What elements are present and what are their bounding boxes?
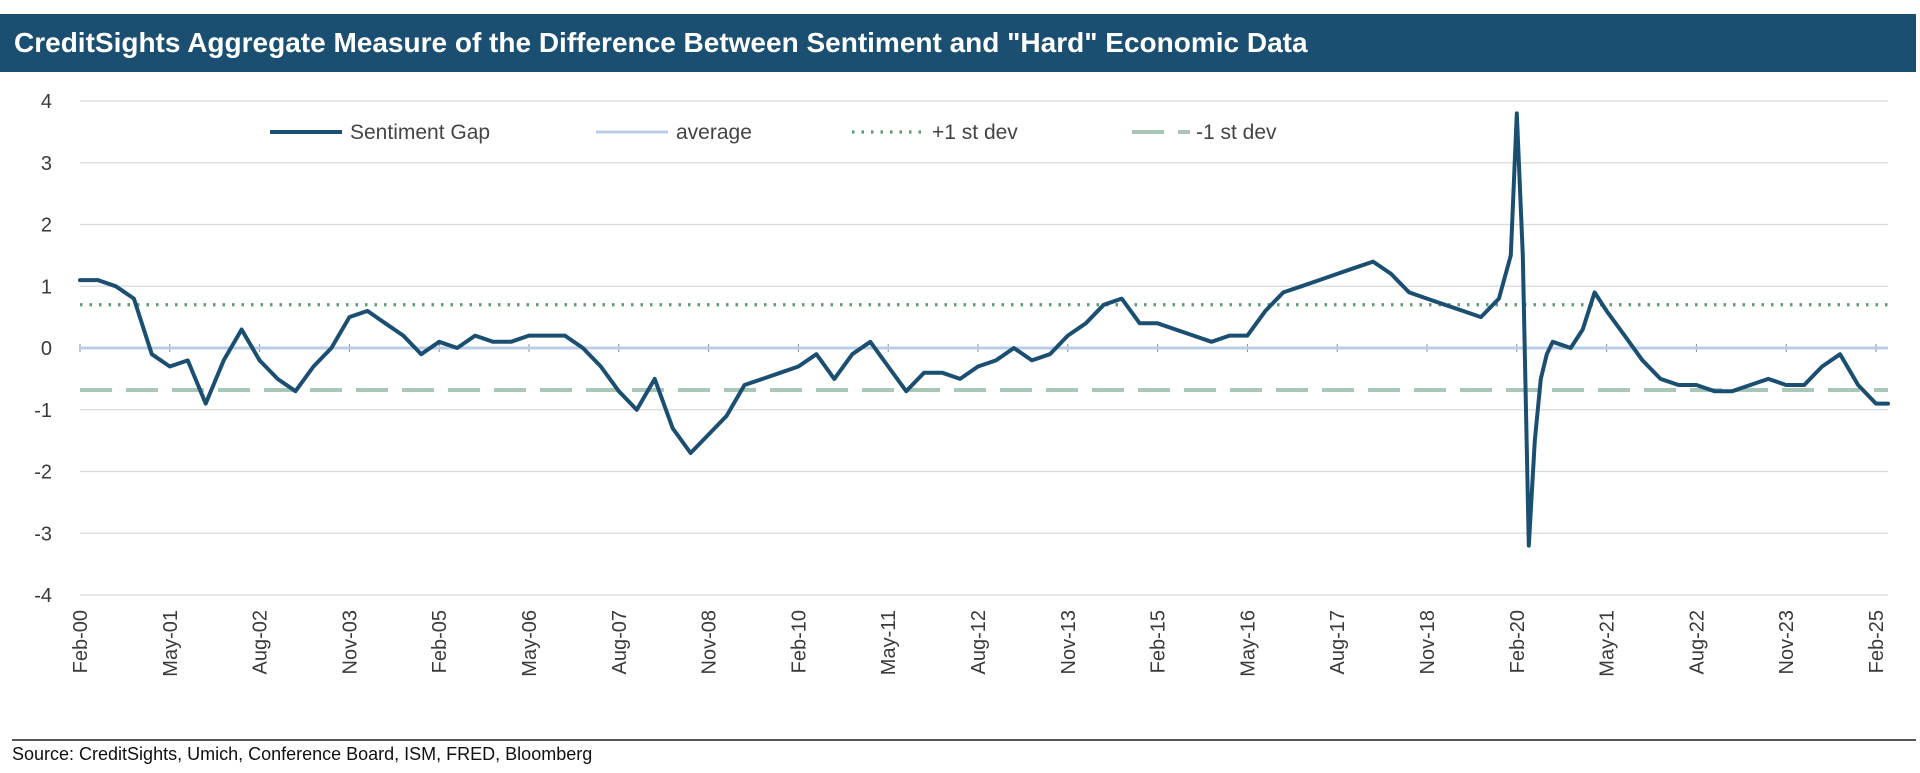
x-tick-label: Nov-18 <box>1417 610 1439 674</box>
x-tick-label: Nov-08 <box>699 610 721 674</box>
legend-label-0: Sentiment Gap <box>350 121 490 144</box>
x-tick-label: Aug-17 <box>1327 610 1349 675</box>
x-tick-label: May-11 <box>878 610 900 675</box>
x-tick-label: Aug-02 <box>250 610 272 675</box>
source-divider <box>12 739 1916 741</box>
x-tick-label: May-21 <box>1597 610 1619 677</box>
x-tick-label: Feb-00 <box>70 610 92 673</box>
grid-lines <box>80 100 1888 596</box>
x-tick-label: May-06 <box>519 610 541 677</box>
x-tick-label: Aug-22 <box>1686 610 1708 675</box>
y-tick-label: 3 <box>41 153 52 175</box>
y-tick-label: 0 <box>41 338 52 360</box>
legend-label-1: average <box>676 121 752 144</box>
x-tick-label: May-01 <box>160 610 182 677</box>
y-tick-label: -3 <box>34 523 52 545</box>
sentiment-gap-series <box>78 111 1890 548</box>
x-tick-label: Nov-03 <box>339 610 361 674</box>
x-tick-label: May-16 <box>1237 610 1259 677</box>
x-tick-label: Feb-05 <box>429 610 451 673</box>
legend-label-3: -1 st dev <box>1196 121 1277 144</box>
source-note: Source: CreditSights, Umich, Conference … <box>12 744 593 764</box>
chart-title: CreditSights Aggregate Measure of the Di… <box>14 27 1308 58</box>
legend: Sentiment Gap average +1 st dev -1 st dev <box>270 121 1277 144</box>
x-tick-label: Aug-12 <box>968 610 990 675</box>
x-tick-label: Feb-10 <box>788 610 810 673</box>
x-tick-label: Feb-15 <box>1148 610 1170 673</box>
legend-label-2: +1 st dev <box>932 121 1018 144</box>
x-tick-label: Nov-23 <box>1776 610 1798 674</box>
y-tick-label: -4 <box>34 585 52 607</box>
reference-lines <box>80 303 1888 392</box>
x-tick-label: Feb-20 <box>1507 610 1529 673</box>
x-tick-label: Nov-13 <box>1058 610 1080 674</box>
y-tick-label: 2 <box>41 215 52 237</box>
x-axis: Feb-00 May-01 Aug-02 Nov-03 Feb-05 May-06 Aug-… <box>70 344 1888 677</box>
y-tick-label: -2 <box>34 462 52 484</box>
y-tick-label: -1 <box>34 400 52 422</box>
y-axis: 4 3 2 1 0 -1 -2 -3 -4 <box>34 91 52 607</box>
x-tick-label: Aug-07 <box>609 610 631 675</box>
chart-title-bar: CreditSights Aggregate Measure of the Di… <box>0 14 1916 72</box>
sentiment-gap-line <box>78 111 1890 548</box>
x-tick-label: Feb-25 <box>1866 610 1888 673</box>
y-tick-label: 1 <box>41 276 52 298</box>
y-tick-label: 4 <box>41 91 52 113</box>
